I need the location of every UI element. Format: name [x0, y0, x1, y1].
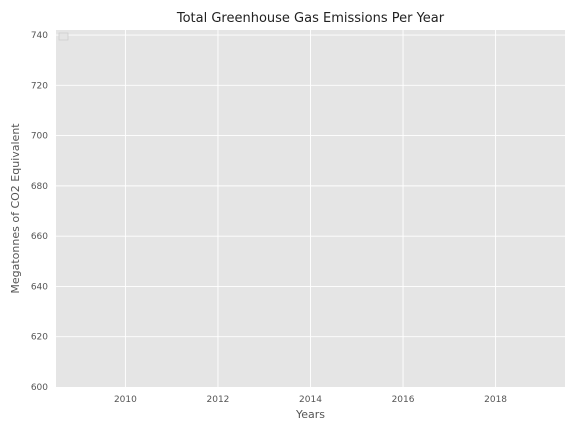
tick-layer: 2010 2012 2014 2016 2018 600 620 640 660 680 700 72… — [31, 31, 508, 405]
x-tick-label-2016: 2016 — [392, 395, 415, 405]
y-tick-label-620: 620 — [31, 333, 48, 343]
y-tick-label-600: 600 — [31, 383, 48, 393]
chart-title: Total Greenhouse Gas Emissions Per Year — [176, 11, 445, 26]
y-tick-label-720: 720 — [31, 81, 48, 91]
grid-layer — [56, 30, 565, 387]
x-tick-label-2012: 2012 — [207, 395, 230, 405]
legend-box — [58, 32, 69, 41]
x-tick-label-2014: 2014 — [299, 395, 322, 405]
y-tick-label-700: 700 — [31, 132, 48, 142]
y-tick-label-680: 680 — [31, 182, 48, 192]
x-tick-label-2018: 2018 — [484, 395, 507, 405]
x-tick-label-2010: 2010 — [114, 395, 137, 405]
y-tick-label-740: 740 — [31, 31, 48, 41]
x-axis-label: Years — [295, 408, 325, 421]
y-axis-label: Megatonnes of CO2 Equivalent — [9, 123, 22, 294]
y-tick-label-660: 660 — [31, 232, 48, 242]
y-tick-label-640: 640 — [31, 282, 48, 292]
